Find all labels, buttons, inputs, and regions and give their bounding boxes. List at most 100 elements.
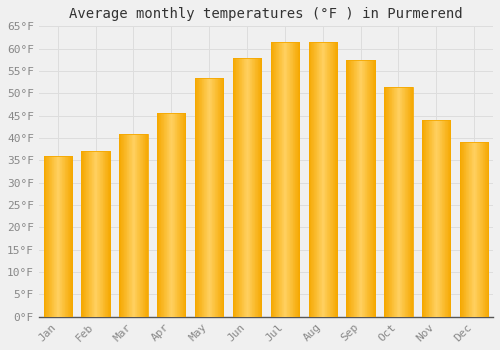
Bar (157, 113, 186, 317)
Bar (256, 57, 257, 317)
Bar (406, 86, 407, 317)
Bar (180, 113, 181, 317)
Bar (195, 78, 196, 317)
Bar (46, 156, 47, 317)
Bar (371, 60, 372, 317)
Bar (291, 42, 292, 317)
Bar (64, 156, 66, 317)
Bar (293, 42, 294, 317)
Bar (50, 156, 51, 317)
Bar (330, 42, 331, 317)
Bar (473, 142, 474, 317)
Bar (435, 120, 436, 317)
Bar (385, 86, 386, 317)
Bar (120, 134, 122, 317)
Bar (286, 42, 288, 317)
Bar (369, 60, 370, 317)
Bar (174, 113, 176, 317)
Bar (222, 78, 224, 317)
Bar (140, 134, 141, 317)
Bar (158, 113, 160, 317)
Bar (440, 120, 441, 317)
Bar (160, 113, 162, 317)
Bar (354, 60, 355, 317)
Bar (67, 156, 68, 317)
Bar (391, 86, 392, 317)
Bar (328, 42, 329, 317)
Bar (436, 120, 438, 317)
Bar (484, 142, 486, 317)
Bar (176, 113, 177, 317)
Bar (219, 78, 220, 317)
Bar (488, 142, 489, 317)
Bar (104, 152, 106, 317)
Bar (202, 78, 203, 317)
Bar (299, 42, 300, 317)
Bar (47, 156, 48, 317)
Bar (292, 42, 294, 317)
Bar (270, 42, 299, 317)
Bar (401, 86, 402, 317)
Bar (346, 60, 375, 317)
Bar (132, 134, 133, 317)
Bar (198, 78, 200, 317)
Bar (120, 134, 121, 317)
Bar (395, 86, 396, 317)
Bar (141, 134, 142, 317)
Bar (177, 113, 178, 317)
Bar (238, 57, 240, 317)
Bar (126, 134, 128, 317)
Bar (446, 120, 447, 317)
Bar (249, 57, 250, 317)
Bar (315, 42, 316, 317)
Bar (178, 113, 179, 317)
Bar (99, 152, 100, 317)
Bar (411, 86, 412, 317)
Bar (441, 120, 442, 317)
Bar (466, 142, 468, 317)
Bar (136, 134, 137, 317)
Bar (294, 42, 296, 317)
Bar (427, 120, 428, 317)
Bar (449, 120, 450, 317)
Bar (463, 142, 464, 317)
Bar (462, 142, 463, 317)
Bar (233, 57, 261, 317)
Bar (447, 120, 448, 317)
Bar (261, 57, 262, 317)
Bar (352, 60, 353, 317)
Bar (363, 60, 364, 317)
Bar (209, 78, 210, 317)
Bar (284, 42, 286, 317)
Bar (91, 152, 92, 317)
Bar (308, 42, 337, 317)
Bar (162, 113, 163, 317)
Bar (289, 42, 290, 317)
Bar (360, 60, 361, 317)
Bar (101, 152, 102, 317)
Bar (168, 113, 170, 317)
Bar (157, 113, 158, 317)
Bar (309, 42, 310, 317)
Bar (182, 113, 184, 317)
Bar (241, 57, 242, 317)
Bar (392, 86, 393, 317)
Bar (272, 42, 273, 317)
Bar (443, 120, 444, 317)
Bar (125, 134, 126, 317)
Bar (402, 86, 403, 317)
Bar (346, 60, 347, 317)
Bar (217, 78, 218, 317)
Bar (173, 113, 174, 317)
Bar (184, 113, 185, 317)
Bar (387, 86, 388, 317)
Bar (44, 156, 45, 317)
Bar (290, 42, 291, 317)
Bar (248, 57, 249, 317)
Bar (375, 60, 376, 317)
Bar (336, 42, 337, 317)
Bar (250, 57, 251, 317)
Bar (96, 152, 98, 317)
Bar (59, 156, 60, 317)
Bar (470, 142, 471, 317)
